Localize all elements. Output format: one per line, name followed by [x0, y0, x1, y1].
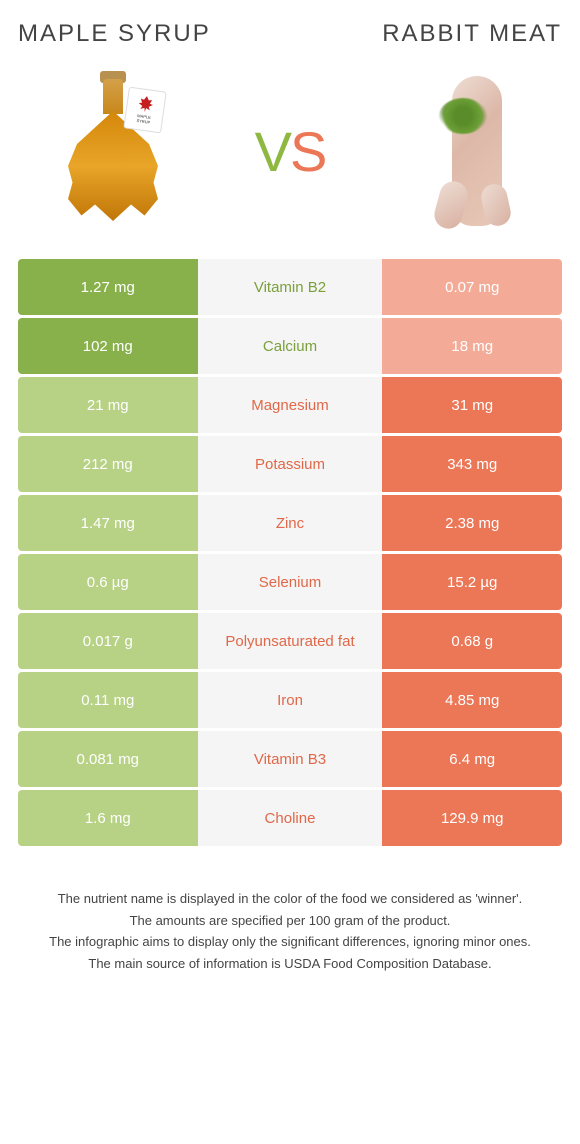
nutrient-label: Iron: [198, 672, 383, 728]
nutrient-table: 1.27 mgVitamin B20.07 mg102 mgCalcium18 …: [18, 256, 562, 849]
food1-value: 0.11 mg: [18, 672, 198, 728]
food2-value: 343 mg: [382, 436, 562, 492]
rabbit-meat-image: [392, 66, 552, 236]
food1-value: 1.27 mg: [18, 259, 198, 315]
food2-title: RABBIT MEAT: [382, 20, 562, 48]
food2-value: 129.9 mg: [382, 790, 562, 846]
food1-value: 0.6 µg: [18, 554, 198, 610]
nutrient-label: Polyunsaturated fat: [198, 613, 383, 669]
food2-value: 0.68 g: [382, 613, 562, 669]
food1-value: 212 mg: [18, 436, 198, 492]
food1-value: 0.081 mg: [18, 731, 198, 787]
footnote-line: The infographic aims to display only the…: [18, 932, 562, 952]
table-row: 212 mgPotassium343 mg: [18, 436, 562, 492]
food1-value: 102 mg: [18, 318, 198, 374]
food1-value: 1.6 mg: [18, 790, 198, 846]
food1-value: 1.47 mg: [18, 495, 198, 551]
table-row: 21 mgMagnesium31 mg: [18, 377, 562, 433]
table-row: 1.27 mgVitamin B20.07 mg: [18, 259, 562, 315]
nutrient-label: Potassium: [198, 436, 383, 492]
table-row: 0.11 mgIron4.85 mg: [18, 672, 562, 728]
food2-value: 4.85 mg: [382, 672, 562, 728]
header: MAPLE SYRUP RABBIT MEAT: [18, 20, 562, 48]
table-row: 0.6 µgSelenium15.2 µg: [18, 554, 562, 610]
nutrient-label: Zinc: [198, 495, 383, 551]
nutrient-label: Magnesium: [198, 377, 383, 433]
table-row: 0.081 mgVitamin B36.4 mg: [18, 731, 562, 787]
nutrient-label: Calcium: [198, 318, 383, 374]
food2-value: 6.4 mg: [382, 731, 562, 787]
maple-syrup-image: MAPLESYRUP: [28, 66, 188, 236]
food1-title: MAPLE SYRUP: [18, 20, 211, 48]
table-row: 0.017 gPolyunsaturated fat0.68 g: [18, 613, 562, 669]
table-row: 1.47 mgZinc2.38 mg: [18, 495, 562, 551]
food2-value: 0.07 mg: [382, 259, 562, 315]
image-row: MAPLESYRUP VS: [18, 66, 562, 236]
food2-value: 2.38 mg: [382, 495, 562, 551]
vs-label: VS: [255, 119, 326, 184]
footnote-line: The amounts are specified per 100 gram o…: [18, 911, 562, 931]
nutrient-label: Vitamin B2: [198, 259, 383, 315]
footnote-line: The main source of information is USDA F…: [18, 954, 562, 974]
nutrient-label: Choline: [198, 790, 383, 846]
table-row: 1.6 mgCholine129.9 mg: [18, 790, 562, 846]
food2-value: 15.2 µg: [382, 554, 562, 610]
footnotes: The nutrient name is displayed in the co…: [18, 889, 562, 973]
footnote-line: The nutrient name is displayed in the co…: [18, 889, 562, 909]
table-row: 102 mgCalcium18 mg: [18, 318, 562, 374]
food1-value: 0.017 g: [18, 613, 198, 669]
food2-value: 31 mg: [382, 377, 562, 433]
nutrient-label: Selenium: [198, 554, 383, 610]
food2-value: 18 mg: [382, 318, 562, 374]
food1-value: 21 mg: [18, 377, 198, 433]
nutrient-label: Vitamin B3: [198, 731, 383, 787]
